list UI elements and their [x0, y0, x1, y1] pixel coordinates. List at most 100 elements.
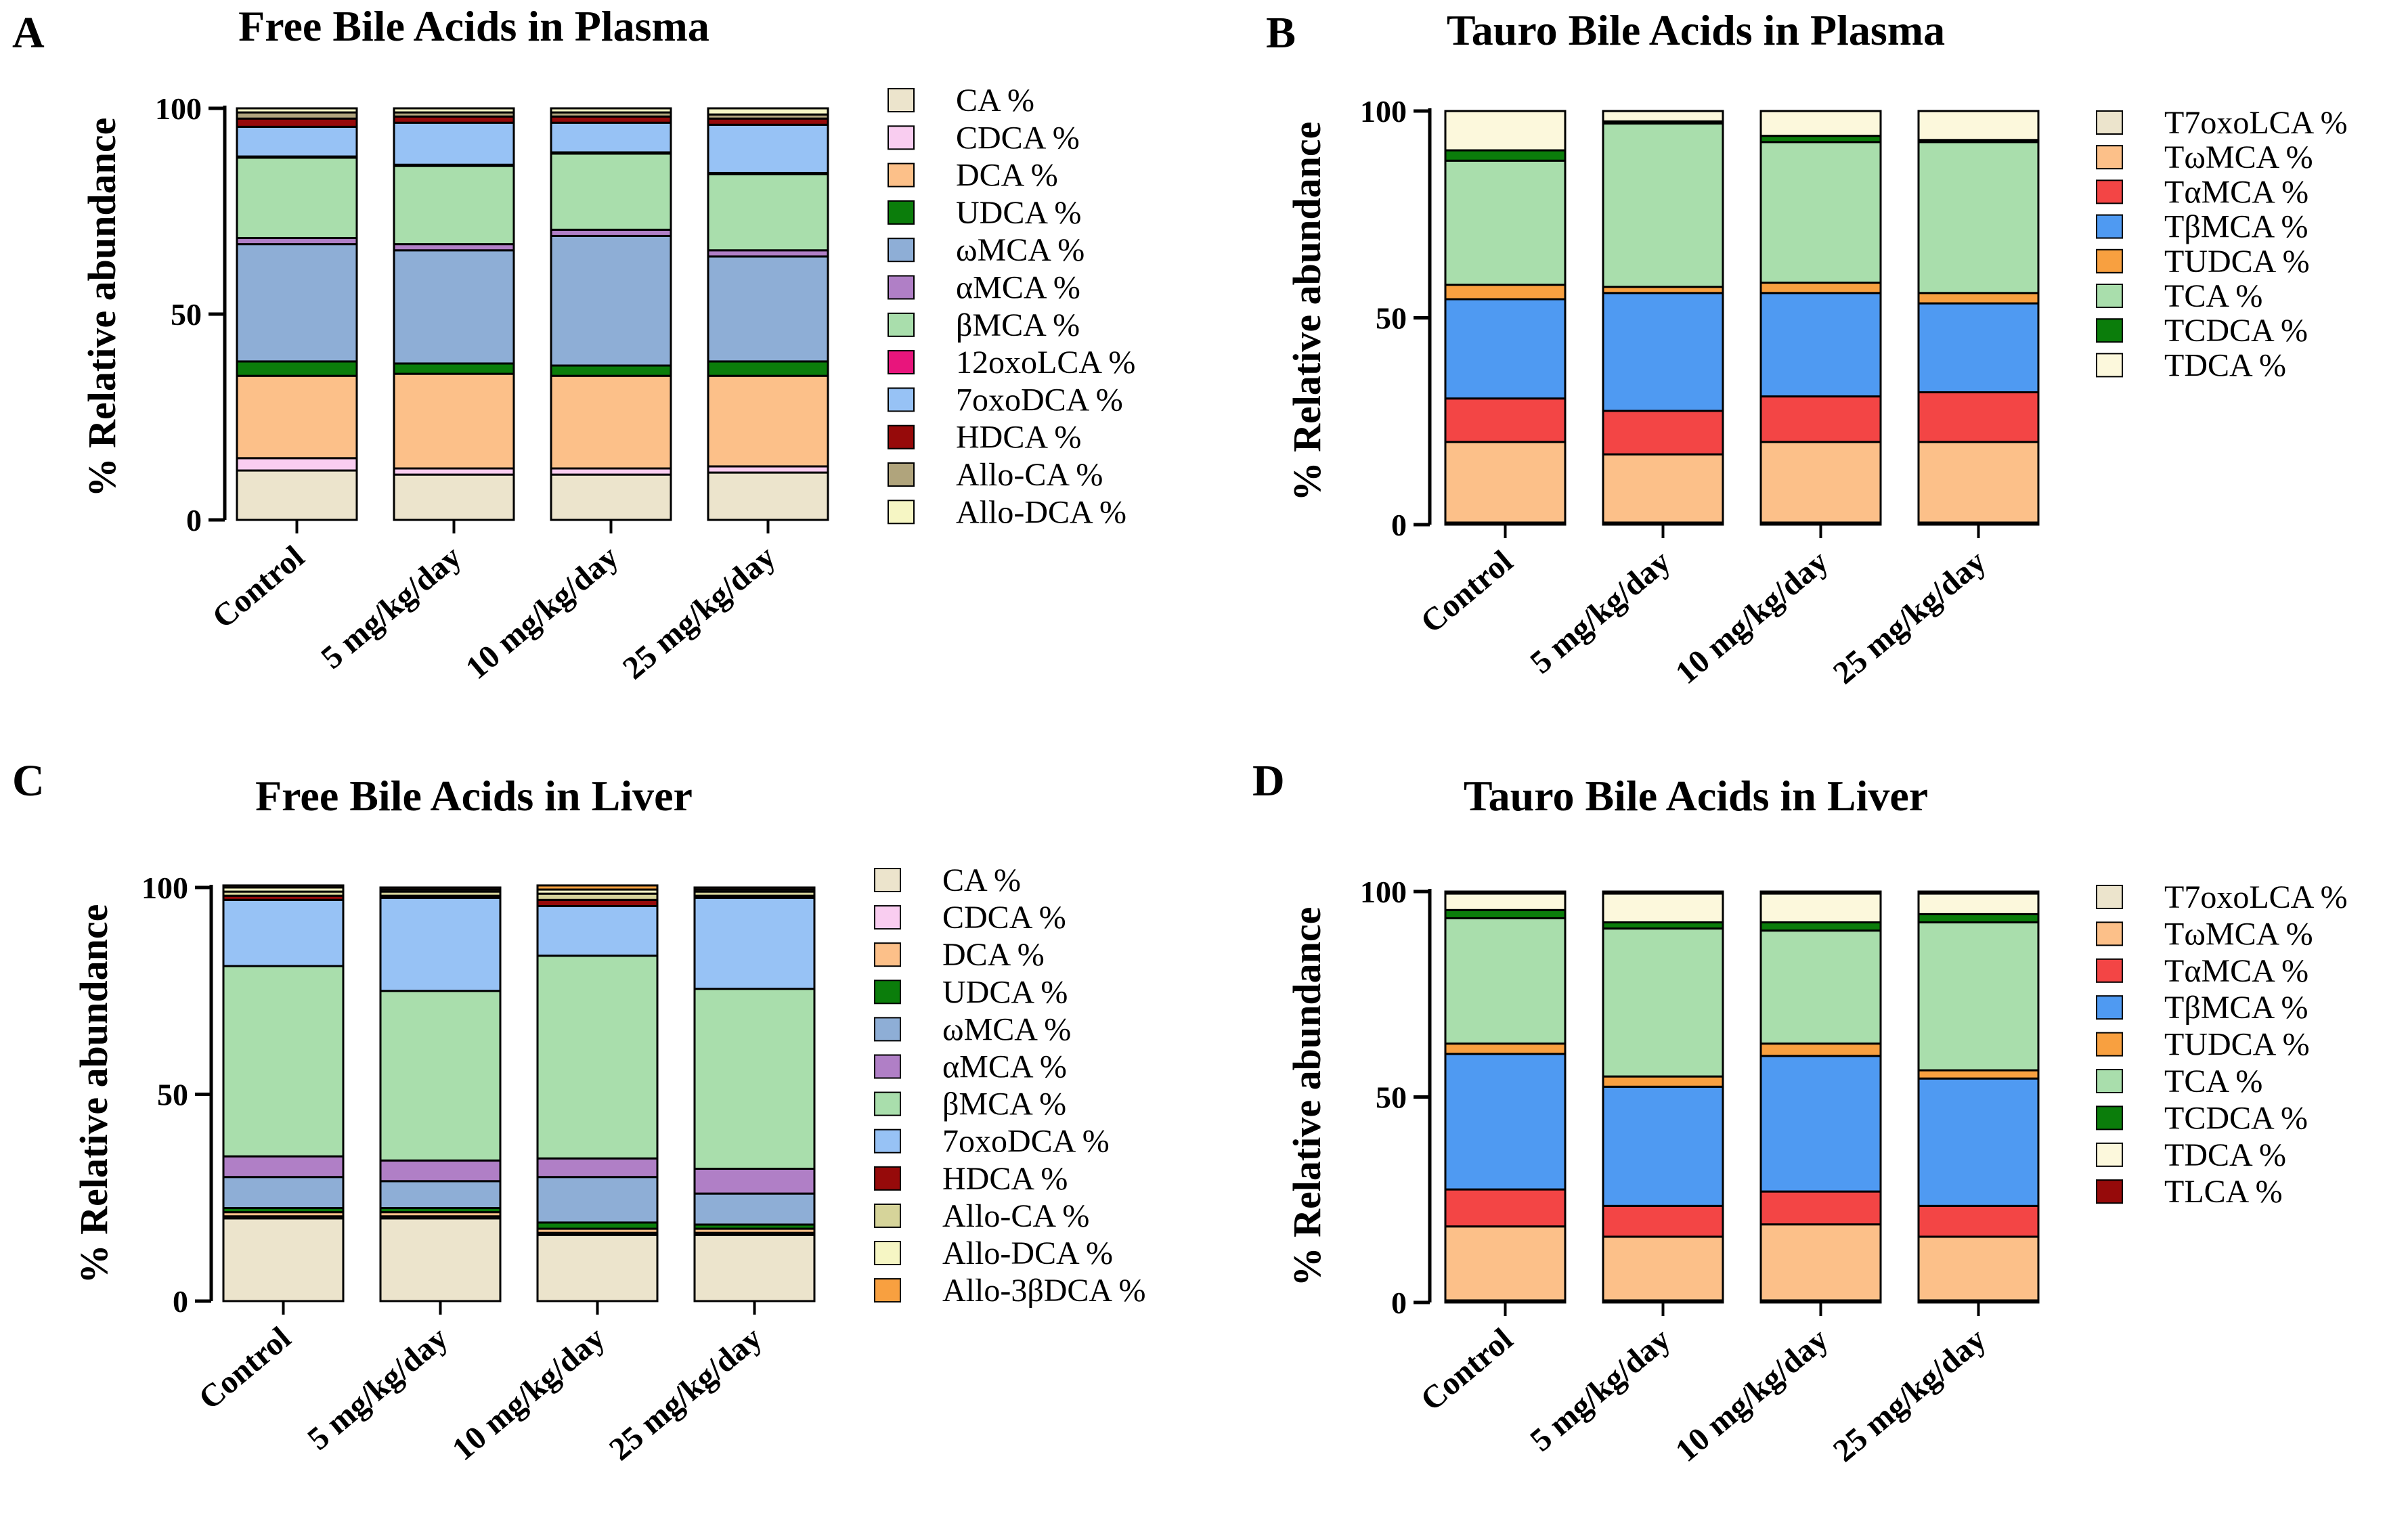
bar-segment [222, 898, 345, 967]
y-axis-label: % Relative abundance [80, 118, 124, 498]
x-category-label: 10 mg/kg/day [1669, 1321, 1835, 1469]
bar-segment [1917, 913, 2040, 924]
bar-segment [1444, 284, 1567, 301]
legend-swatch [2096, 1032, 2123, 1057]
legend-label: TUDCA % [2164, 1027, 2310, 1063]
legend-label: CDCA % [956, 120, 1080, 156]
bar-segment [236, 457, 358, 472]
legend-swatch [2096, 921, 2123, 946]
bar-segment [222, 965, 345, 1158]
bar-segment [1759, 395, 1882, 443]
y-tick-label: 100 [1360, 94, 1407, 129]
legend-label: Allo-DCA % [942, 1235, 1113, 1271]
legend-label: DCA % [942, 937, 1045, 973]
legend-swatch [874, 1241, 901, 1265]
legend-swatch [2096, 214, 2123, 239]
bar-segment [236, 125, 358, 158]
legend-label: ωMCA % [956, 232, 1085, 268]
bar-segment [693, 896, 816, 990]
legend-swatch [2096, 248, 2123, 273]
bar-segment [1759, 292, 1882, 398]
bar-segment [222, 884, 345, 889]
legend-swatch [874, 1278, 901, 1303]
y-axis-label: % Relative abundance [1285, 122, 1329, 502]
x-category-label: 10 mg/kg/day [1669, 544, 1835, 691]
panel-letter: C [12, 756, 45, 806]
legend-label: HDCA % [942, 1161, 1068, 1197]
legend-label: CA % [956, 83, 1034, 118]
legend-label: T7oxoLCA % [2164, 879, 2348, 915]
bar-segment [1602, 1204, 1724, 1238]
legend-swatch [2096, 1179, 2123, 1204]
bar-segment [1759, 110, 1882, 137]
legend-swatch [888, 500, 915, 525]
chart-title: Free Bile Acids in Plasma [238, 2, 709, 50]
x-category-label: Control [1414, 1321, 1520, 1418]
legend-swatch [888, 275, 915, 300]
legend-label: 12oxoLCA % [956, 345, 1135, 380]
bar-segment [1917, 1235, 2040, 1302]
bar-segment [1759, 890, 1882, 895]
legend-swatch [888, 424, 915, 449]
bar-segment [1917, 1069, 2040, 1080]
bar-segment [379, 1217, 502, 1302]
bar-segment [536, 1233, 659, 1302]
legend-swatch [874, 1054, 901, 1079]
x-category-label: 5 mg/kg/day [1523, 1321, 1677, 1459]
legend-swatch [874, 942, 901, 967]
legend-swatch [874, 905, 901, 930]
bar-segment [1917, 292, 2040, 305]
bar-segment [550, 121, 672, 154]
x-category-label: 5 mg/kg/day [1523, 544, 1677, 681]
legend-swatch [888, 200, 915, 225]
legend-swatch [888, 162, 915, 188]
bar-segment [1917, 1077, 2040, 1207]
bar-segment [1602, 1085, 1724, 1207]
bar-segment [1444, 1188, 1567, 1228]
bar-segment [550, 107, 672, 114]
y-tick-label: 0 [186, 503, 202, 537]
bar-segment [1444, 892, 1567, 911]
legend-swatch [888, 387, 915, 412]
bar-segment [1602, 927, 1724, 1078]
bar-segment [393, 473, 515, 521]
legend-swatch [888, 125, 915, 150]
bar-segment [236, 374, 358, 460]
legend-label: TωMCA % [2164, 139, 2313, 175]
bar-segment [1444, 159, 1567, 286]
legend-label: TDCA % [2164, 1137, 2286, 1173]
y-tick-label: 50 [1376, 301, 1407, 336]
bar-segment [536, 884, 659, 891]
panel-letter: B [1266, 8, 1296, 58]
y-tick-label: 0 [173, 1284, 188, 1319]
bar-segment [707, 173, 829, 252]
bar-segment [379, 1180, 502, 1210]
legend-swatch [2096, 995, 2123, 1020]
legend-swatch [888, 312, 915, 337]
bar-segment [1602, 453, 1724, 524]
bar-segment [222, 1217, 345, 1302]
bar-segment [1759, 1190, 1882, 1226]
legend-swatch [2096, 284, 2123, 308]
chart-title: Tauro Bile Acids in Liver [1464, 772, 1928, 820]
bar-segment [236, 469, 358, 521]
bar-segment [1444, 110, 1567, 152]
bar-segment [550, 374, 672, 470]
y-axis-label: % Relative abundance [72, 904, 116, 1284]
legend-label: Allo-3βDCA % [942, 1273, 1145, 1309]
legend-swatch [874, 1166, 901, 1191]
legend-label: UDCA % [956, 195, 1081, 231]
x-category-label: Control [192, 1320, 298, 1417]
y-tick-label: 100 [141, 871, 188, 905]
bar-segment [1917, 1204, 2040, 1238]
y-axis-label: % Relative abundance [1285, 907, 1329, 1287]
bar-segment [379, 990, 502, 1162]
bar-segment [393, 164, 515, 246]
legend-label: TβMCA % [2164, 990, 2308, 1026]
legend-swatch [888, 88, 915, 112]
panel-b: B Tauro Bile Acids in Plasma % Relative ab… [1266, 6, 2348, 691]
legend-swatch [2096, 110, 2123, 135]
bar-segment [1444, 397, 1567, 443]
bar-segment [707, 123, 829, 174]
